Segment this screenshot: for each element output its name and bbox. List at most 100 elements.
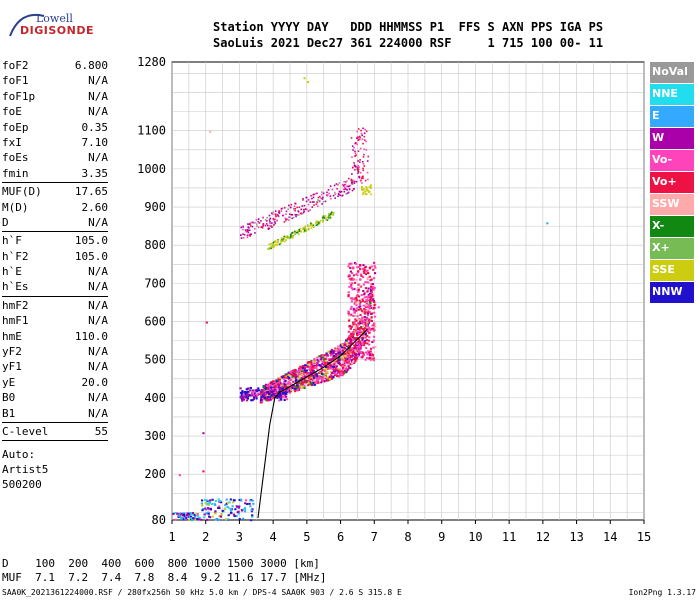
echo-point [324,368,328,371]
echo-point [275,385,278,388]
echo-point [272,218,275,220]
echo-point [346,351,349,354]
echo-point [354,326,357,329]
echo-point [363,296,366,299]
echo-point [302,364,305,367]
param-row: foF1p N/A [2,89,108,104]
echo-point [335,183,338,185]
echo-point [368,326,371,329]
echo-point [366,278,369,281]
echo-point [357,323,360,326]
echo-point [293,387,297,390]
echo-point [362,264,365,267]
echo-point [328,212,330,215]
echo-point [312,362,316,365]
echo-point [366,318,369,321]
echo-point [240,397,244,400]
legend-item-nne: NNE [650,84,694,105]
echo-point [254,389,257,392]
echo-point [364,309,367,312]
echo-point [326,353,329,356]
echo-point [302,373,305,376]
echo-point [368,185,371,188]
echo-point [302,375,305,378]
echo-point [284,386,287,389]
echo-point [354,263,358,266]
echo-point [362,352,365,355]
echo-point [197,515,200,518]
echo-point [311,374,314,377]
param-row: hmE 110.0 [2,329,108,344]
echo-point [278,243,281,246]
echo-point [290,389,293,392]
echo-point [358,161,361,163]
echo-point [274,243,277,246]
echo-point [310,361,313,364]
echo-point [362,331,365,334]
echo-point [351,173,353,175]
echo-point [349,338,353,341]
echo-point [365,323,369,326]
echo-point [250,519,253,522]
echo-point [365,305,368,308]
echo-point [278,210,280,212]
param-value: 17.65 [74,185,108,199]
echo-point [303,77,306,80]
echo-point [322,356,325,359]
echo-point [274,391,277,394]
echo-point [321,362,324,365]
echo-point [251,392,255,395]
echo-point [221,509,224,512]
echo-point [338,361,341,364]
echo-point [347,367,350,370]
param-name: h`Es [2,280,29,294]
echo-point [365,347,368,350]
echo-point [251,390,254,393]
echo-point [355,309,358,312]
echo-point [361,300,364,303]
echo-point [352,333,355,336]
echo-point [224,504,227,507]
echo-point [312,374,315,377]
echo-point [351,189,354,192]
echo-point [368,331,371,334]
echo-point [359,278,362,281]
echo-point [240,226,242,229]
echo-point [349,349,352,352]
echo-point [351,145,354,147]
echo-point [303,369,306,372]
echo-point [293,385,296,388]
echo-point [356,137,359,139]
echo-point [337,193,340,196]
echo-point [355,180,358,183]
echo-point [350,325,353,328]
legend-item-x: X+ [650,238,694,259]
echo-point [311,368,314,371]
echo-point [285,398,289,401]
echo-point [247,229,249,232]
echo-point [300,370,304,373]
echo-point [350,362,354,365]
echo-point [328,214,331,217]
echo-point [359,344,363,347]
muf-value-row: MUF 7.1 7.2 7.4 7.8 8.4 9.2 11.6 17.7 [M… [2,571,327,584]
echo-point [373,261,376,264]
echo-point [344,360,347,363]
echo-point [275,392,279,395]
echo-point [278,212,281,214]
echo-point [353,288,356,291]
echo-point [333,191,336,194]
echo-point [326,191,328,194]
echo-point [351,278,355,281]
echo-point [377,306,380,309]
echo-point [366,272,370,275]
echo-point [288,388,292,391]
echo-point [284,206,286,209]
echo-point [229,498,232,501]
echo-point [363,266,367,269]
echo-point [246,503,249,506]
legend-item-e: E [650,106,694,127]
y-tick-label: 1100 [137,124,166,138]
echo-point [257,226,260,229]
echo-point [334,365,337,368]
